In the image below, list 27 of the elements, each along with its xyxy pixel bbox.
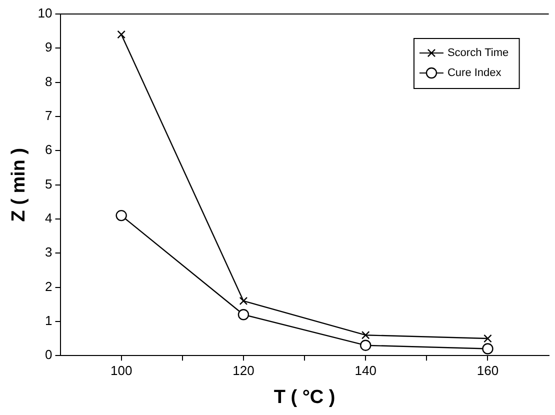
y-tick-label: 10 xyxy=(38,6,52,21)
y-tick-label: 0 xyxy=(45,347,52,362)
point xyxy=(482,343,494,354)
legend-label: Cure Index xyxy=(447,67,502,80)
x-tick-label: 100 xyxy=(110,362,132,378)
x-axis-title: T ( °C ) xyxy=(274,386,336,408)
y-tick-label: 7 xyxy=(45,108,52,124)
y-tick-label: 8 xyxy=(45,74,52,89)
y-tick-label: 3 xyxy=(45,244,52,260)
point xyxy=(116,210,127,222)
point xyxy=(484,334,492,343)
y-tick-label: 9 xyxy=(45,40,52,55)
y-tick-label: 1 xyxy=(45,313,52,328)
legend-label: Scorch Time xyxy=(447,47,509,60)
x-tick-label: 120 xyxy=(232,362,254,378)
x-tick-label: 160 xyxy=(476,362,499,378)
y-tick-label: 5 xyxy=(45,176,52,192)
point xyxy=(117,30,126,39)
point xyxy=(361,330,370,340)
x-tick-label: 140 xyxy=(354,362,376,378)
point xyxy=(239,296,248,306)
y-tick-label: 6 xyxy=(45,142,52,158)
y-axis-title: Z ( min ) xyxy=(8,148,30,222)
y-tick-label: 2 xyxy=(45,278,52,294)
point xyxy=(238,309,250,320)
y-tick-label: 4 xyxy=(45,210,52,226)
point xyxy=(360,340,372,351)
